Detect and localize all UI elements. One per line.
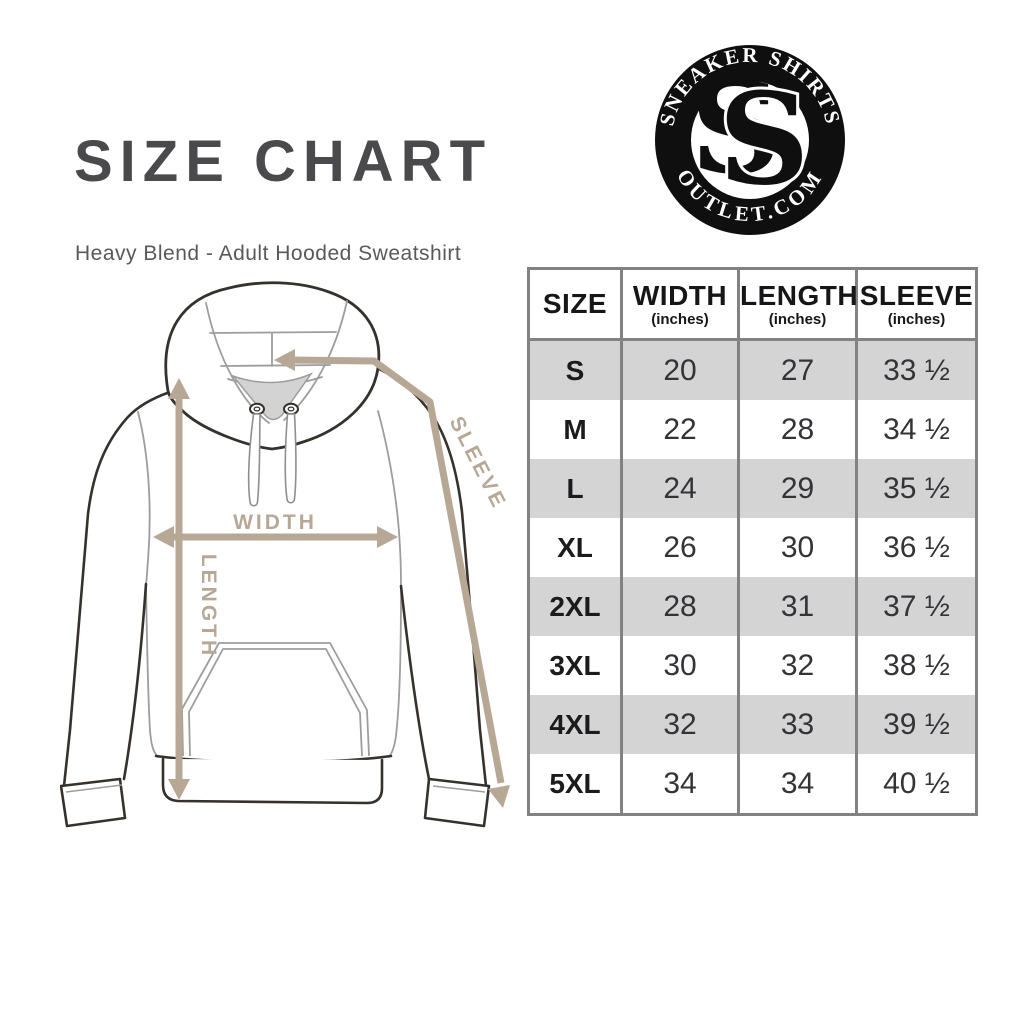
length-value-cell: 27 xyxy=(737,339,857,400)
hoodie-diagram: WIDTH LENGTH SLEEVE xyxy=(60,281,511,828)
sleeve-arrow xyxy=(288,356,505,784)
size-table-container: SIZE WIDTH (inches) LENGTH (inches) SLEEVE (in… xyxy=(527,267,978,816)
sleeve-value-cell: 37 ½ xyxy=(855,577,977,636)
width-value-cell: 26 xyxy=(620,518,739,577)
sleeve-value-cell: 33 ½ xyxy=(855,339,977,400)
size-cell: S xyxy=(528,339,622,400)
size-cell: M xyxy=(528,400,622,459)
column-header-length: LENGTH (inches) xyxy=(737,268,858,341)
size-cell: XL xyxy=(528,518,622,577)
table-row-s: S 20 27 33 ½ xyxy=(528,339,977,400)
width-value-cell: 22 xyxy=(620,400,739,459)
logo-inner-disc xyxy=(691,81,809,199)
brand-logo: SNEAKER SHIRTS OUTLET.COM S S xyxy=(654,43,845,235)
size-cell: 5XL xyxy=(528,754,622,815)
length-value-cell: 32 xyxy=(737,636,857,695)
page-title: SIZE CHART xyxy=(74,129,492,194)
table-row-3xl: 3XL 30 32 38 ½ xyxy=(528,636,977,695)
column-header-size: SIZE xyxy=(528,268,622,341)
svg-text:S: S xyxy=(691,54,782,202)
size-table-header-row: SIZE WIDTH (inches) LENGTH (inches) SLEEVE (in… xyxy=(528,268,977,341)
sleeve-label: SLEEVE xyxy=(445,413,511,513)
column-header-width: WIDTH (inches) xyxy=(620,268,739,341)
cuff-seam-lines xyxy=(65,784,486,793)
pocket-outline xyxy=(181,642,370,757)
logo-ss-monogram-icon: S S xyxy=(691,54,813,216)
drawcords xyxy=(247,413,297,507)
width-value-cell: 32 xyxy=(620,695,739,754)
width-value-cell: 20 xyxy=(620,339,739,400)
length-value-cell: 31 xyxy=(737,577,857,636)
size-table-body: S 20 27 33 ½ M 22 28 34 ½ L 24 29 35 ½ XL 26 30 36 ½ 2XL… xyxy=(528,339,977,815)
table-row-xl: XL 26 30 36 ½ xyxy=(528,518,977,577)
page-subtitle: Heavy Blend - Adult Hooded Sweatshirt xyxy=(75,242,462,265)
size-table: SIZE WIDTH (inches) LENGTH (inches) SLEEVE (in… xyxy=(527,267,978,816)
size-cell: L xyxy=(528,459,622,518)
hoodie-seam-lines xyxy=(137,410,402,758)
length-value-cell: 29 xyxy=(737,459,857,518)
sleeve-value-cell: 35 ½ xyxy=(855,459,977,518)
length-value-cell: 30 xyxy=(737,518,857,577)
size-cell: 4XL xyxy=(528,695,622,754)
sleeve-value-cell: 38 ½ xyxy=(855,636,977,695)
table-row-2xl: 2XL 28 31 37 ½ xyxy=(528,577,977,636)
sleeve-value-cell: 34 ½ xyxy=(855,400,977,459)
table-row-5xl: 5XL 34 34 40 ½ xyxy=(528,754,977,815)
width-value-cell: 24 xyxy=(620,459,739,518)
size-cell: 3XL xyxy=(528,636,622,695)
sleeve-value-cell: 36 ½ xyxy=(855,518,977,577)
width-label: WIDTH xyxy=(233,511,317,534)
table-row-4xl: 4XL 32 33 39 ½ xyxy=(528,695,977,754)
width-value-cell: 28 xyxy=(620,577,739,636)
length-value-cell: 34 xyxy=(737,754,857,815)
neck-shading-triangle xyxy=(230,372,314,421)
width-value-cell: 34 xyxy=(620,754,739,815)
column-header-sleeve: SLEEVE (inches) xyxy=(855,268,977,341)
sleeve-value-cell: 40 ½ xyxy=(855,754,977,815)
sleeve-value-cell: 39 ½ xyxy=(855,695,977,754)
size-cell: 2XL xyxy=(528,577,622,636)
table-row-m: M 22 28 34 ½ xyxy=(528,400,977,459)
width-value-cell: 30 xyxy=(620,636,739,695)
length-value-cell: 33 xyxy=(737,695,857,754)
table-row-l: L 24 29 35 ½ xyxy=(528,459,977,518)
length-value-cell: 28 xyxy=(737,400,857,459)
length-label: LENGTH xyxy=(197,554,220,658)
svg-text:S: S xyxy=(719,65,810,213)
